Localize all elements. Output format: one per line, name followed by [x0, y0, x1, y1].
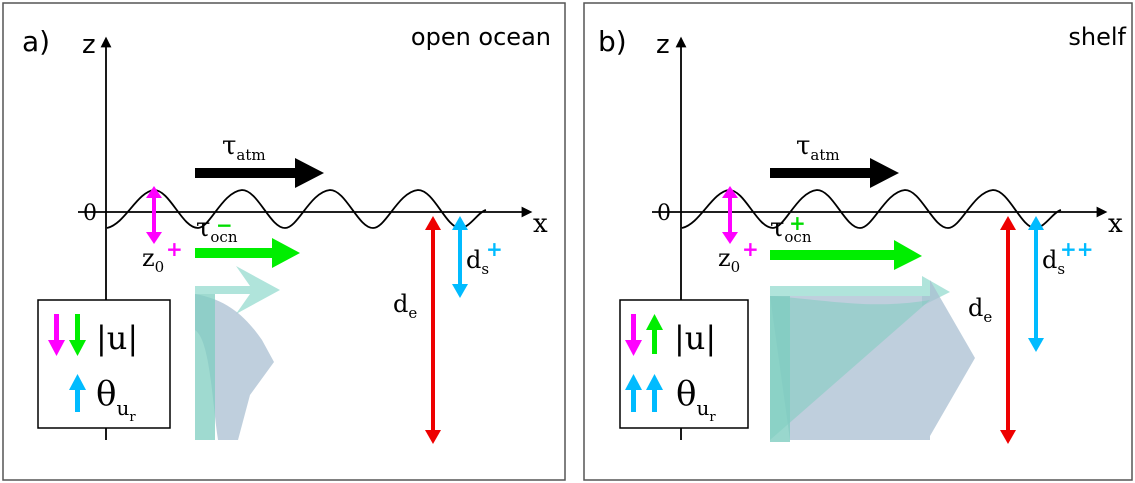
legend-box: |u| θur	[37, 299, 171, 429]
de-label: de	[393, 290, 417, 322]
zero-label: 0	[83, 201, 97, 226]
z-axis-label: z	[656, 30, 670, 60]
de-arrow-head-up	[425, 216, 441, 230]
panel-a: a) open ocean z 0 x τatm τocn − z0 +	[2, 2, 566, 481]
legend-magenta-down-arrow	[54, 314, 59, 342]
legend-theta-label: θur	[96, 374, 136, 425]
legend-green-down-head	[69, 340, 86, 356]
profile-stem	[770, 296, 790, 442]
legend-theta-label: θur	[676, 374, 716, 425]
de-arrow-head-down	[1000, 430, 1016, 444]
tau-atm-label: τatm	[222, 131, 266, 164]
tau-ocn-arrow	[195, 238, 300, 268]
zero-label: 0	[657, 201, 671, 226]
profile-stem	[195, 294, 215, 440]
panel-b-frame	[583, 2, 1133, 481]
legend-green-up-arrow	[652, 328, 657, 354]
tau-ocn-sign: −	[216, 213, 233, 237]
panel-a-frame	[2, 2, 566, 481]
panel-a-title: open ocean	[411, 23, 551, 51]
z0-arrow-head-down	[146, 232, 162, 244]
velocity-profile	[195, 266, 280, 440]
de-arrow-head-up	[1000, 216, 1016, 230]
de-label: de	[968, 294, 992, 326]
ds-sign: +	[486, 237, 503, 261]
legend-magenta-down-head	[625, 340, 642, 356]
legend-u-label: |u|	[96, 319, 138, 357]
legend-green-up-head	[646, 314, 663, 330]
ds-label: ds	[466, 246, 489, 278]
profile-spiral-inner	[770, 296, 930, 440]
wave-surface	[106, 189, 487, 229]
profile-top-arrow	[195, 266, 280, 314]
wave-surface	[681, 189, 1062, 229]
ds-arrow-head-up	[1028, 216, 1044, 230]
tau-ocn-label: τocn	[770, 213, 812, 246]
ds-arrow-head-down	[452, 284, 468, 298]
z0-sign: +	[742, 237, 759, 261]
legend-cyan-up-head-2	[646, 374, 663, 390]
z0-label: z0	[142, 244, 164, 276]
tau-atm-arrow	[770, 158, 899, 188]
z0-arrow-head-up	[722, 186, 738, 198]
legend-green-down-arrow	[75, 314, 80, 342]
tau-ocn-arrow	[770, 240, 922, 270]
legend-magenta-down-arrow	[631, 314, 636, 342]
legend-cyan-up-head	[69, 374, 86, 390]
x-axis-label: x	[533, 209, 548, 239]
panel-b-title: shelf	[1068, 23, 1126, 51]
legend-box: |u| θur	[619, 299, 749, 429]
z0-arrow-head-down	[722, 232, 738, 244]
tau-atm-arrow	[195, 158, 324, 188]
ds-arrow-head-up	[452, 216, 468, 230]
legend-cyan-up-arrow-2	[652, 388, 657, 412]
z0-label: z0	[718, 244, 740, 276]
ds-label: ds	[1042, 246, 1065, 278]
x-axis-label: x	[1108, 209, 1123, 239]
legend-cyan-up-arrow-1	[631, 388, 636, 412]
de-arrow-head-down	[425, 430, 441, 444]
z0-arrow-head-up	[146, 186, 162, 198]
legend-frame	[37, 299, 171, 429]
tau-atm-label: τatm	[796, 131, 840, 164]
velocity-profile	[770, 276, 975, 442]
legend-frame	[619, 299, 749, 429]
tau-ocn-sign: +	[789, 211, 806, 235]
tau-ocn-label: τocn	[196, 213, 238, 246]
panel-b-letter: b)	[598, 25, 627, 58]
legend-magenta-down-head	[48, 340, 65, 356]
panel-a-letter: a)	[22, 25, 50, 58]
z0-sign: +	[166, 237, 183, 261]
legend-cyan-up-arrow	[75, 388, 80, 412]
profile-top-arrow	[770, 276, 950, 306]
ds-arrow-head-down	[1028, 338, 1044, 352]
legend-u-label: |u|	[674, 319, 716, 357]
panel-b: b) shelf z 0 x τatm τocn + z0 +	[583, 2, 1133, 481]
ds-sign: ++	[1060, 237, 1094, 261]
legend-cyan-up-head-1	[625, 374, 642, 390]
z-axis-label: z	[82, 30, 96, 60]
